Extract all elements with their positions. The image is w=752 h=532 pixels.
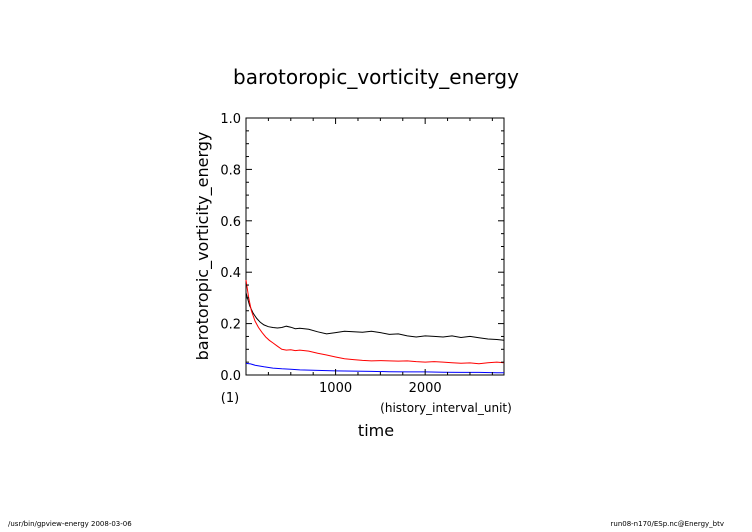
y-tick-label: 0.2 xyxy=(220,318,241,333)
x-tick-label: 2000 xyxy=(409,381,442,396)
footer-left-text: /usr/bin/gpview-energy 2008-03-06 xyxy=(8,520,132,528)
series-line-2 xyxy=(245,279,505,365)
series-layer xyxy=(245,279,505,374)
y-tick-label: 0.4 xyxy=(220,266,241,281)
plot-frame xyxy=(245,117,505,376)
y-axis-units: (1) xyxy=(221,391,239,406)
series-line-3 xyxy=(245,362,504,374)
y-tick-label: 0.8 xyxy=(220,163,241,178)
x-tick-label: 1000 xyxy=(319,381,352,396)
series-line-1 xyxy=(245,292,505,341)
y-axis: 0.0 0.2 0.4 0.6 0.8 1.0 xyxy=(220,112,504,384)
y-tick-label: 0.0 xyxy=(220,369,241,384)
y-tick-label: 0.6 xyxy=(220,215,241,230)
x-axis: 1000 2000 xyxy=(267,118,493,396)
x-axis-label: time xyxy=(358,421,394,440)
footer-right-text: run08-n170/ESp.nc@Energy_btv xyxy=(610,520,725,528)
chart-title: barotoropic_vorticity_energy xyxy=(233,65,519,89)
y-axis-label: barotoropic_vorticity_energy xyxy=(193,132,213,361)
x-axis-units: (history_interval_unit) xyxy=(380,401,512,415)
y-tick-label: 1.0 xyxy=(220,112,241,127)
plot-area: 1000 2000 0.0 0.2 0.4 0.6 0.8 1.0 xyxy=(220,112,505,396)
